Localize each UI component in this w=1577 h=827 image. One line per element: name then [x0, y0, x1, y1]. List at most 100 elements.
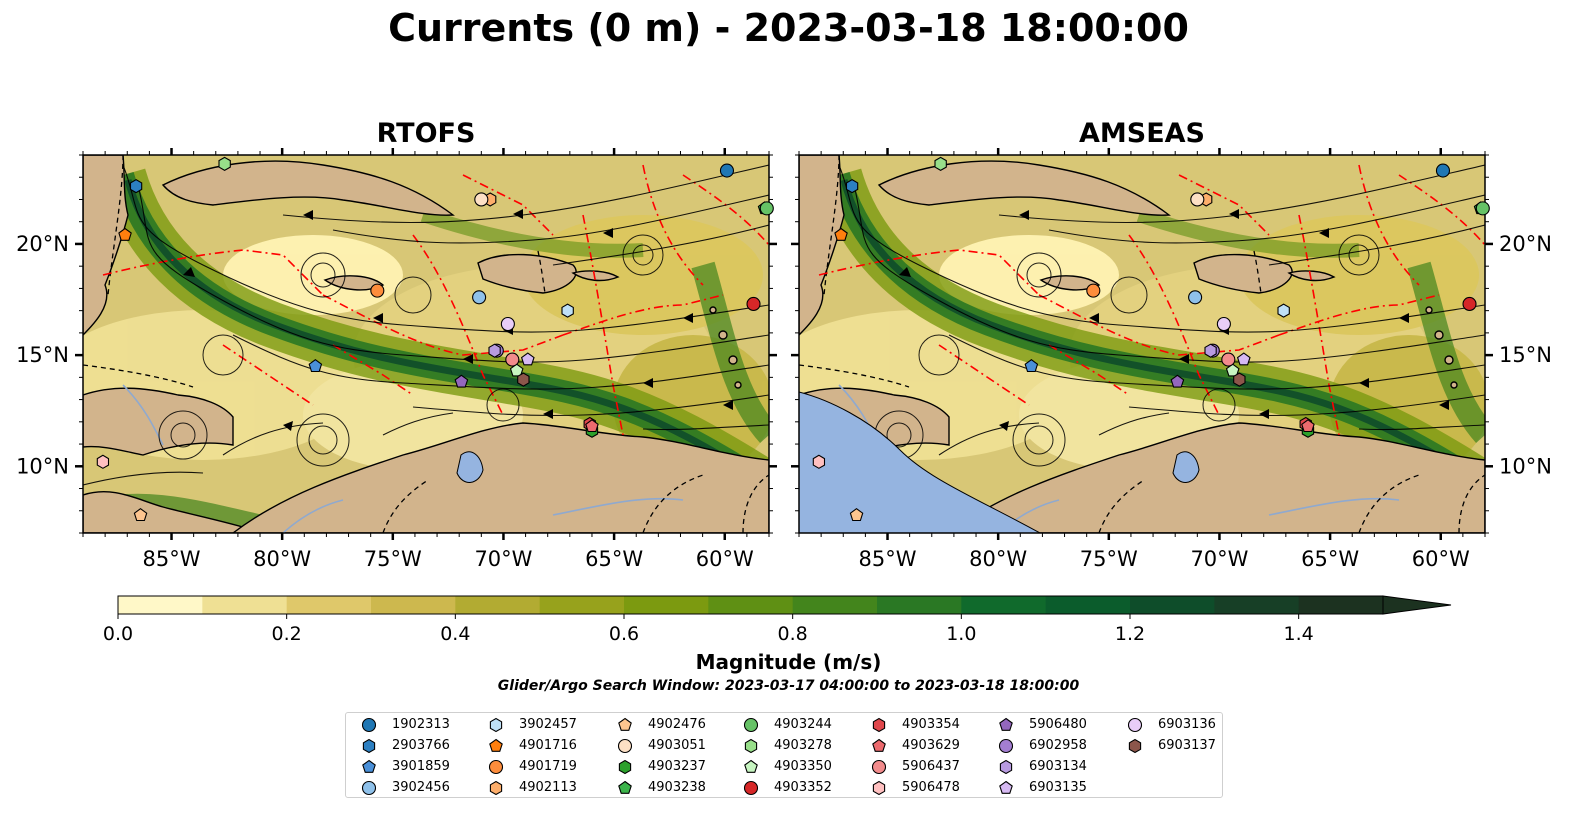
legend-marker-6903134: [999, 759, 1013, 775]
colorbar-bin: [708, 596, 794, 614]
legend-label: 2903766: [392, 738, 450, 753]
legend-label: 5906480: [1029, 717, 1087, 732]
colorbar-bin: [1298, 596, 1384, 614]
legend-label: 4901716: [519, 738, 577, 753]
legend-label: 1902313: [392, 717, 450, 732]
lon-tick-label: 70°W: [1190, 547, 1248, 571]
lon-tick-label: 65°W: [585, 547, 643, 571]
legend-marker-4902113: [489, 780, 503, 796]
float-marker-5906480: [1170, 374, 1185, 388]
colorbar-bin: [877, 596, 962, 614]
float-marker-4901719: [1086, 283, 1101, 298]
amseas-map: [799, 155, 1489, 533]
float-marker-4903051: [474, 192, 489, 207]
lon-tick-label: 75°W: [364, 547, 422, 571]
float-marker-3902457: [1277, 303, 1290, 318]
float-marker-4902476: [133, 508, 148, 522]
float-marker-4901716: [834, 227, 848, 241]
colorbar-bin: [202, 596, 288, 614]
lat-tick-label: 15°N: [16, 343, 69, 367]
legend-label: 6903135: [1029, 780, 1087, 795]
float-marker-4903350: [1225, 363, 1240, 377]
float-marker-4903350: [509, 363, 524, 377]
float-marker-5906437: [505, 352, 520, 367]
float-marker-5906437: [1221, 352, 1236, 367]
colorbar-tick-label: 1.2: [1115, 623, 1145, 645]
colorbar-tick-label: 0.4: [440, 623, 470, 645]
legend-marker-4902476: [618, 717, 632, 731]
legend-marker-6902958: [998, 738, 1014, 754]
legend-label: 5906478: [902, 780, 960, 795]
amseas-frame: [798, 154, 1486, 534]
float-marker-4903244: [759, 201, 774, 216]
colorbar-tick-label: 0.2: [272, 623, 302, 645]
legend-marker-3902457: [489, 717, 503, 733]
float-marker-4902476: [849, 508, 864, 522]
lon-tick-label: 60°W: [696, 547, 754, 571]
lon-tick-label: 85°W: [859, 547, 917, 571]
lon-tick-label: 80°W: [969, 547, 1027, 571]
legend-label: 4903244: [774, 717, 832, 732]
lon-tick-label: 70°W: [474, 547, 532, 571]
legend-label: 4903051: [648, 738, 706, 753]
float-marker-3902457: [561, 303, 574, 318]
legend-label: 4903629: [902, 738, 960, 753]
lat-tick-label: 20°N: [16, 232, 69, 256]
float-marker-6903136: [500, 316, 515, 332]
legend-marker-4903238: [618, 780, 632, 794]
rtofs-map: [43, 155, 773, 533]
colorbar-extend-arrow: [1382, 595, 1452, 615]
map-panels: 85°W 80°W 75°W 70°W 65°W 60°W 20°N 15°N 10°N 85°W…: [16, 148, 1552, 571]
rtofs-frame: [82, 154, 770, 534]
legend-label: 3901859: [392, 759, 450, 774]
lon-tick-label: 60°W: [1412, 547, 1470, 571]
float-marker-4903629: [1301, 419, 1315, 433]
legend-marker-6903135: [999, 780, 1013, 794]
float-marker-6903134: [488, 343, 501, 358]
colorbar-bin: [371, 596, 456, 614]
legend-marker-4901719: [488, 759, 504, 775]
float-marker-3901859: [308, 359, 323, 373]
float-marker-6903137: [517, 372, 530, 387]
float-marker-4901719: [370, 283, 385, 298]
legend-marker-3901859: [362, 759, 376, 773]
colorbar-tick-label: 0.6: [609, 623, 639, 645]
legend: 1902313 2903766 3901859 3902456 3902457 49017…: [345, 712, 1223, 798]
legend-label: 4902113: [519, 780, 577, 795]
colorbar-bin: [792, 596, 878, 614]
legend-marker-4903352: [743, 780, 759, 796]
legend-label: 6902958: [1029, 738, 1087, 753]
legend-label: 3902457: [519, 717, 577, 732]
float-marker-2903766: [845, 178, 859, 194]
legend-label: 4903278: [774, 738, 832, 753]
float-marker-3902456: [1188, 290, 1203, 305]
colorbar-bin: [1130, 596, 1215, 614]
colorbar-bin: [1214, 596, 1300, 614]
search-window-text: Glider/Argo Search Window: 2023-03-17 04…: [497, 678, 1080, 694]
float-marker-4903051: [1190, 192, 1205, 207]
panel-title-rtofs: RTOFS: [376, 118, 476, 149]
float-marker-6903135: [1236, 352, 1251, 366]
colorbar-bin: [539, 596, 625, 614]
legend-marker-5906480: [999, 717, 1013, 731]
float-marker-6903136: [1216, 316, 1231, 332]
float-marker-2903766: [129, 178, 143, 194]
float-marker-1902313: [719, 163, 735, 178]
legend-marker-4901716: [489, 738, 503, 752]
legend-label: 4903237: [648, 759, 706, 774]
colorbar-tick-label: 1.0: [946, 623, 976, 645]
colorbar-tick-label: 0.0: [103, 623, 133, 645]
legend-marker-4903237: [618, 759, 632, 775]
legend-label: 4903238: [648, 780, 706, 795]
legend-label: 6903134: [1029, 759, 1087, 774]
figure-title: Currents (0 m) - 2023-03-18 18:00:00: [388, 6, 1189, 50]
legend-label: 5906437: [902, 759, 960, 774]
legend-marker-4903278: [744, 738, 758, 754]
legend-marker-4903629: [872, 738, 886, 752]
panel-title-amseas: AMSEAS: [1079, 118, 1205, 149]
lon-tick-label: 65°W: [1301, 547, 1359, 571]
lat-tick-label: 10°N: [16, 454, 69, 478]
lon-tick-label: 85°W: [143, 547, 201, 571]
colorbar-bin: [118, 596, 203, 614]
legend-marker-5906437: [871, 759, 887, 775]
